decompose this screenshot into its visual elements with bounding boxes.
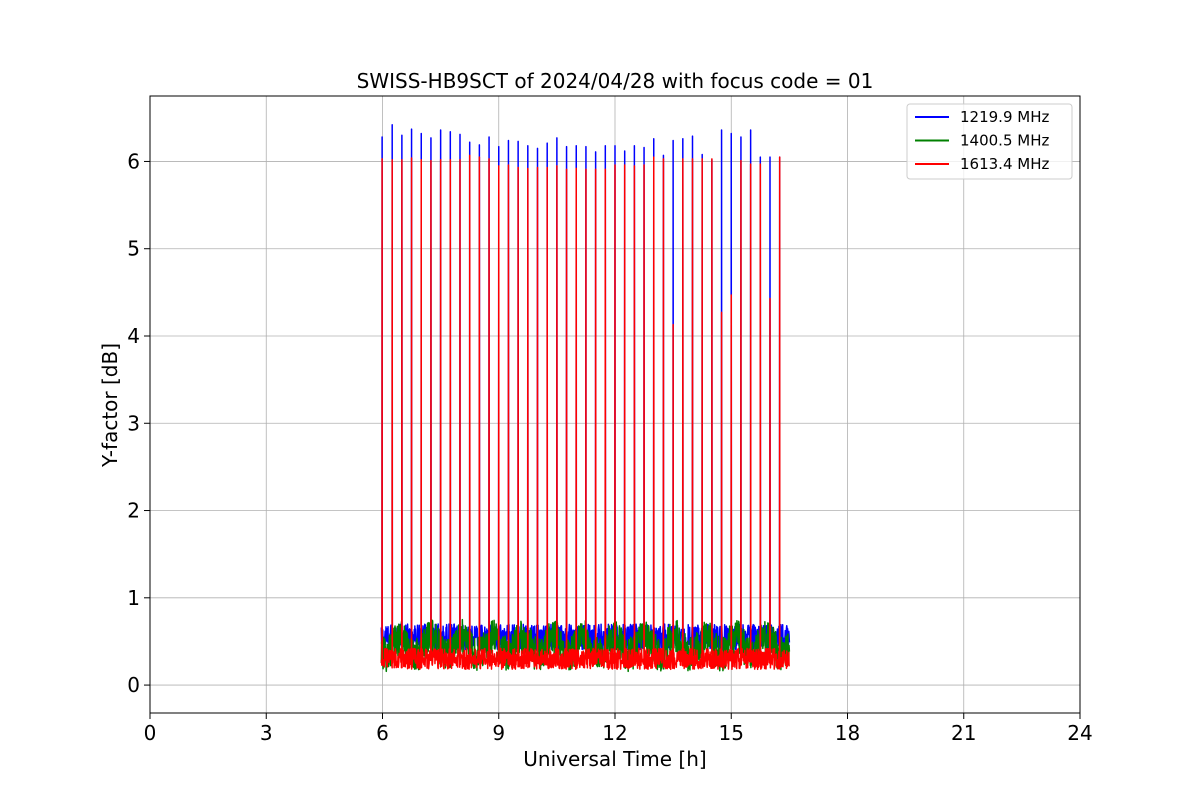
x-tick-label: 12 xyxy=(602,721,627,745)
y-tick-label: 3 xyxy=(127,411,140,435)
y-tick-label: 5 xyxy=(127,237,140,261)
y-tick-label: 1 xyxy=(127,586,140,610)
legend-box xyxy=(906,103,1073,180)
y-tick-label: 4 xyxy=(127,324,140,348)
x-tick-label: 3 xyxy=(260,721,273,745)
legend-label: 1219.9 MHz xyxy=(960,108,1049,126)
x-tick-label: 24 xyxy=(1067,721,1092,745)
legend-label: 1400.5 MHz xyxy=(960,132,1049,150)
x-tick-label: 6 xyxy=(376,721,389,745)
x-tick-label: 0 xyxy=(144,721,157,745)
x-axis-title: Universal Time [h] xyxy=(523,747,706,771)
y-axis-title: Y-factor [dB] xyxy=(98,343,122,468)
series-line xyxy=(380,154,791,671)
x-tick-label: 15 xyxy=(719,721,744,745)
x-tick-label: 18 xyxy=(835,721,860,745)
legend-label: 1613.4 MHz xyxy=(960,155,1049,173)
chart-title: SWISS-HB9SCT of 2024/04/28 with focus co… xyxy=(357,69,874,93)
y-tick-label: 6 xyxy=(127,149,140,173)
legend: 1219.9 MHz 1400.5 MHz 1613.4 MHz xyxy=(906,103,1073,180)
y-tick-label: 2 xyxy=(127,499,140,523)
x-tick-label: 9 xyxy=(492,721,505,745)
y-tick-label: 0 xyxy=(127,673,140,697)
plot-area xyxy=(380,124,791,673)
x-tick-label: 21 xyxy=(951,721,976,745)
